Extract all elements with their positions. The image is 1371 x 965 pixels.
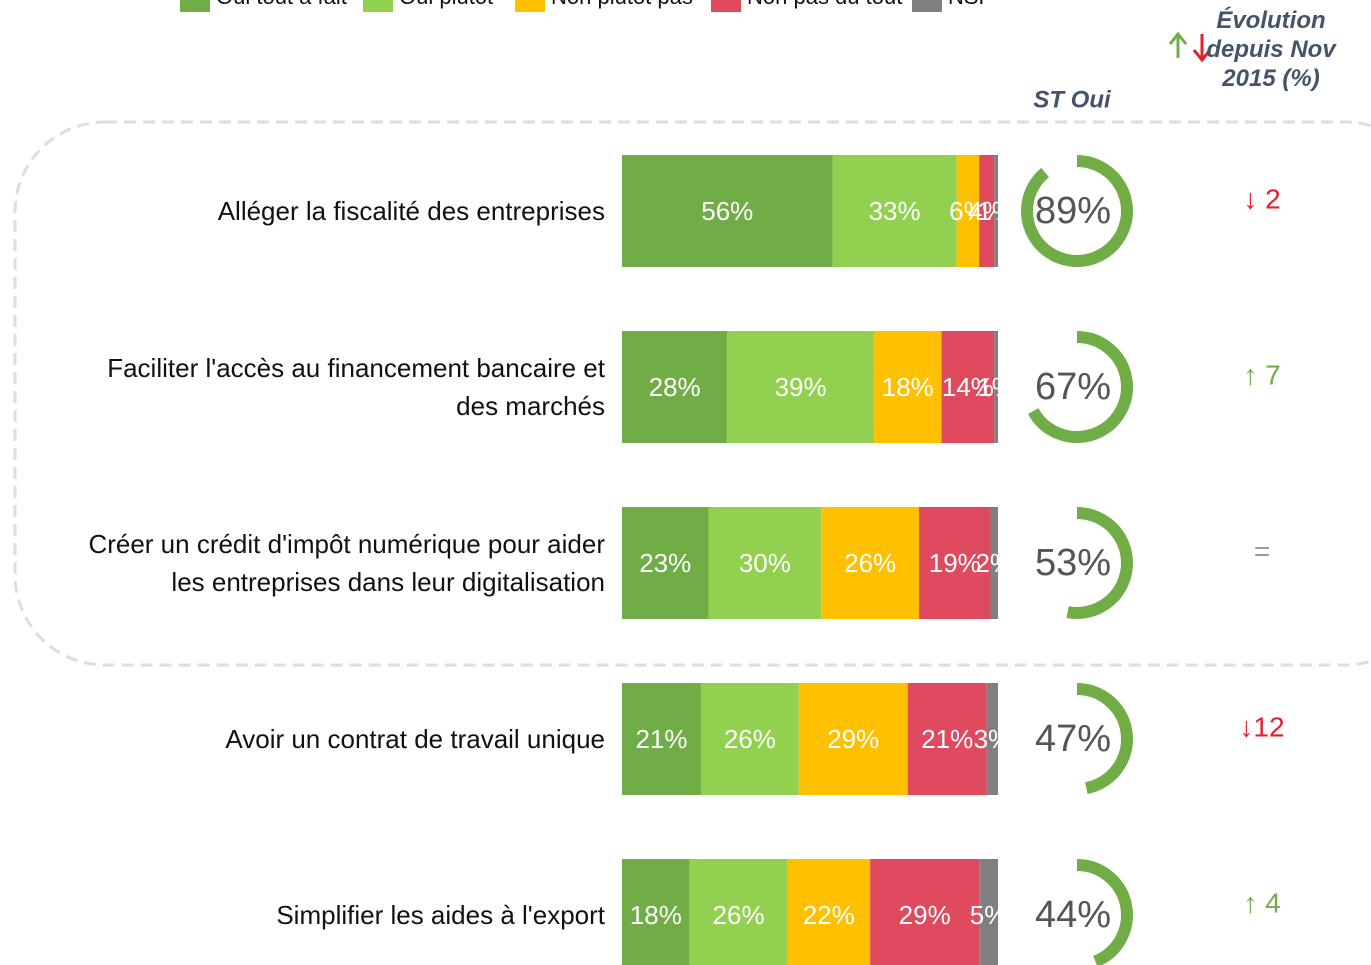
bar-segment <box>919 507 991 619</box>
bar-segment <box>990 507 998 619</box>
bar-segment <box>994 331 998 443</box>
evolution-title: Évolution depuis Nov 2015 (%) <box>1206 7 1336 92</box>
legend-label: Oui tout à fait <box>216 0 347 9</box>
bar-value-label: 5% <box>970 900 1008 930</box>
category-label: Avoir un contrat de travail unique <box>225 724 605 754</box>
bar-segment <box>708 507 822 619</box>
bar-value-label: 26% <box>724 724 776 754</box>
bar-segment <box>622 859 690 965</box>
bar-segment <box>979 155 995 267</box>
st-label: 44% <box>1035 894 1111 936</box>
legend-label: Oui plutôt <box>399 0 493 9</box>
bar-value-label: 26% <box>844 548 896 578</box>
bar-value-label: 28% <box>649 372 701 402</box>
bar-segment <box>941 331 995 443</box>
bar-value-label: 14% <box>942 372 994 402</box>
bar-segment <box>798 683 908 795</box>
bar-segment <box>994 155 998 267</box>
highlight-frame <box>13 120 1371 667</box>
legend-swatch <box>711 0 741 12</box>
category-label: Créer un crédit d'impôt numérique pour a… <box>88 529 605 597</box>
legend-swatch <box>363 0 393 12</box>
bar-segment <box>821 507 920 619</box>
st-arc <box>1066 507 1133 619</box>
bar-segment <box>979 859 998 965</box>
bar-value-label: 39% <box>775 372 827 402</box>
category-label: Alléger la fiscalité des entreprises <box>217 196 605 226</box>
bar-segment <box>986 683 998 795</box>
bar-segment <box>870 859 980 965</box>
st-arc <box>1076 859 1133 965</box>
st-label: 47% <box>1035 718 1111 760</box>
bar-value-label: 19% <box>929 548 981 578</box>
evolution-icon <box>1168 31 1212 63</box>
legend-swatch <box>912 0 942 12</box>
category-label: Faciliter l'accès au financement bancair… <box>107 353 605 421</box>
bar-value-label: 29% <box>827 724 879 754</box>
bar-value-label: 4% <box>968 196 1006 226</box>
evolution-label: ↓ 2 <box>1243 183 1280 214</box>
bar-segment <box>622 155 833 267</box>
evolution-label: ↑ 4 <box>1243 887 1280 918</box>
bar-segment <box>689 859 788 965</box>
bar-value-label: 26% <box>713 900 765 930</box>
bar-value-label: 21% <box>921 724 973 754</box>
bar-value-label: 23% <box>639 548 691 578</box>
bar-value-label: 1% <box>977 372 1015 402</box>
bar-segment <box>622 331 728 443</box>
legend-label: Non pas du tout <box>747 0 902 9</box>
st-arc <box>1076 683 1133 795</box>
bar-value-label: 18% <box>630 900 682 930</box>
bar-segment <box>727 331 874 443</box>
bar-segment <box>787 859 871 965</box>
st-title: ST Oui <box>1033 86 1112 113</box>
legend-swatch <box>515 0 545 12</box>
st-arc <box>1027 331 1133 443</box>
bar-value-label: 56% <box>701 196 753 226</box>
bar-segment <box>832 155 957 267</box>
bar-segment <box>956 155 980 267</box>
bar-segment <box>907 683 987 795</box>
evolution-label: ↑ 7 <box>1243 359 1280 390</box>
bar-value-label: 22% <box>803 900 855 930</box>
bar-value-label: 29% <box>899 900 951 930</box>
bar-value-label: 3% <box>974 724 1012 754</box>
bar-value-label: 18% <box>882 372 934 402</box>
bar-value-label: 1% <box>977 196 1015 226</box>
legend-label: NSP <box>948 0 993 9</box>
st-arc <box>1021 155 1133 267</box>
bar-segment <box>700 683 799 795</box>
evolution-label: ↓12 <box>1239 711 1284 742</box>
evolution-label: = <box>1254 535 1270 566</box>
bar-value-label: 33% <box>869 196 921 226</box>
bar-value-label: 30% <box>739 548 791 578</box>
category-label: Simplifier les aides à l'export <box>276 900 605 930</box>
bar-value-label: 21% <box>635 724 687 754</box>
bar-segment <box>622 683 701 795</box>
st-label: 89% <box>1035 190 1111 232</box>
bar-segment <box>622 507 709 619</box>
bar-segment <box>873 331 942 443</box>
st-label: 53% <box>1035 542 1111 584</box>
bar-value-label: 2% <box>975 548 1013 578</box>
legend-label: Non plutôt pas <box>551 0 693 9</box>
st-label: 67% <box>1035 366 1111 408</box>
legend-swatch <box>180 0 210 12</box>
